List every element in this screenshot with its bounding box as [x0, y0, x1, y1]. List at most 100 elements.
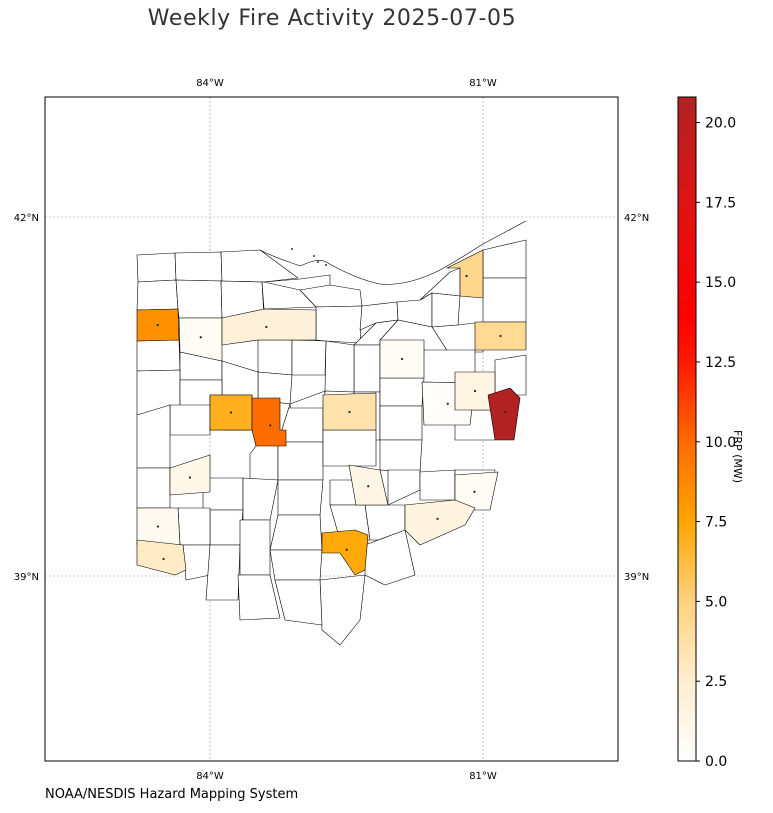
lon-label-bottom: 81°W	[469, 771, 497, 782]
county-madison: Madison	[249, 441, 279, 483]
fire-detection-dot	[367, 485, 370, 488]
county-muskingum: Muskingum	[379, 439, 423, 473]
lat-label-right: 42°N	[624, 213, 649, 224]
county-highland: Highland	[239, 519, 271, 576]
county-geauga: Geauga	[431, 292, 461, 328]
fire-detection-dot	[499, 334, 502, 338]
lake-island-dot	[317, 261, 319, 263]
county-seneca: Seneca	[257, 339, 293, 376]
fire-detection-dot	[229, 411, 233, 414]
fire-detection-dot	[348, 410, 351, 414]
county-holmes: Holmes	[379, 377, 425, 407]
colorbar: 0.0 2.5 5.0 7.5 10.0 12.5 15.0 17.5 20.0	[677, 96, 736, 770]
county-ashland: Ashland	[353, 344, 381, 393]
county-coshocton: Coshocton	[379, 405, 423, 441]
fire-detection-dot	[199, 336, 202, 339]
fire-detection-dot	[265, 325, 268, 329]
county-clark: Clark	[251, 397, 287, 447]
county-scioto: Scioto	[274, 579, 323, 626]
county-morgan: Morgan	[387, 469, 421, 506]
county-ashtabula: Ashtabula	[446, 249, 484, 299]
county-noble: Noble	[419, 469, 456, 501]
county-belmont: Belmont	[487, 387, 521, 441]
shoreline-path	[259, 220, 527, 285]
lat-label-left: 39°N	[14, 572, 39, 583]
lat-label-left: 42°N	[14, 213, 39, 224]
lon-label-top: 81°W	[469, 78, 497, 89]
county-lawrence: Lawrence	[319, 574, 366, 646]
colorbar-tick-label: 2.5	[705, 674, 727, 690]
county-fulton: Fulton	[174, 251, 223, 282]
colorbar-label: FRP (MW)	[731, 430, 744, 484]
county-henry: Henry	[175, 279, 223, 319]
lake-island-dot	[325, 264, 327, 266]
county-jackson: Jackson	[321, 529, 369, 576]
county-mahoning: Mahoning	[482, 277, 527, 323]
county-erie: Erie	[299, 284, 363, 308]
lake-island-dot	[291, 248, 293, 250]
lake-erie-shoreline	[259, 220, 527, 285]
fire-detection-dot	[188, 476, 192, 479]
county-perry: Perry	[348, 464, 389, 506]
colorbar-tick-label: 17.5	[705, 195, 736, 211]
county-adams: Adams	[237, 574, 281, 621]
county-williams: Williams	[136, 252, 177, 283]
county-darke: Darke	[136, 404, 171, 469]
fire-detection-dot	[473, 490, 476, 493]
lake-island-dot	[313, 255, 315, 257]
lon-label-top: 84°W	[196, 78, 224, 89]
colorbar-tick-label: 0.0	[705, 754, 727, 770]
fire-detection-dot	[269, 424, 272, 427]
county-huron: Huron	[315, 305, 363, 344]
county-washington: Washington	[404, 499, 476, 546]
county-putnam: Putnam	[178, 317, 223, 362]
county-pickaway: Pickaway	[277, 479, 324, 516]
map-frame	[44, 96, 619, 762]
axis-ticks: 84°W 84°W 81°W 81°W 42°N 42°N 39°N 39°N	[14, 78, 649, 782]
map-title: Weekly Fire Activity 2025-07-05	[147, 6, 517, 31]
colorbar-tick-label: 12.5	[705, 355, 736, 371]
colorbar-tick-label: 10.0	[705, 435, 736, 451]
fire-detection-dot	[446, 402, 449, 405]
fire-detection-dot	[473, 389, 477, 393]
county-van-wert: Van Wert	[136, 339, 181, 372]
county-pike: Pike	[269, 549, 323, 581]
colorbar-tick-label: 5.0	[705, 594, 727, 610]
county-brown: Brown	[205, 544, 241, 601]
fire-detection-dot	[504, 411, 507, 414]
county-clermont: Clermont	[182, 544, 211, 581]
county-preble: Preble	[136, 467, 171, 509]
county-franklin: Franklin	[277, 441, 324, 481]
county-fairfield: Fairfield	[322, 429, 377, 467]
county-lucas: Lucas	[220, 249, 299, 283]
colorbar-tick-label: 7.5	[705, 515, 727, 531]
county-meigs: Meigs	[454, 471, 499, 511]
county-fayette: Fayette	[242, 477, 279, 521]
fire-detection-dot	[156, 525, 160, 528]
fire-detection-dot	[162, 557, 165, 561]
county-crawford: Crawford	[291, 339, 327, 376]
county-richland: Richland	[324, 340, 355, 393]
county-hardin: Hardin	[221, 360, 259, 401]
fire-detection-dot	[156, 323, 159, 327]
county-trumbull: Trumbull	[482, 239, 527, 279]
county-warren: Warren	[177, 507, 211, 546]
lat-label-right: 39°N	[624, 572, 649, 583]
county-ross: Ross	[269, 514, 323, 551]
county-hancock: Hancock	[221, 308, 317, 346]
lon-label-bottom: 84°W	[196, 771, 224, 782]
county-layer: WilliamsFultonLucasOttawaDefianceHenryWo…	[136, 239, 527, 646]
county-defiance: Defiance	[136, 279, 179, 311]
fire-detection-dot	[345, 548, 348, 551]
county-shelby: Shelby	[169, 404, 211, 436]
colorbar-tick-label: 15.0	[705, 275, 736, 291]
county-clinton: Clinton	[209, 509, 244, 546]
fire-detection-dot	[436, 517, 439, 520]
colorbar-tick-label: 20.0	[705, 116, 736, 132]
county-hamilton: Hamilton	[136, 539, 187, 576]
fire-detection-dot	[400, 357, 404, 361]
colorbar-ticks: 0.0 2.5 5.0 7.5 10.0 12.5 15.0 17.5 20.0	[696, 116, 736, 770]
county-montgomery: Montgomery	[169, 454, 211, 496]
